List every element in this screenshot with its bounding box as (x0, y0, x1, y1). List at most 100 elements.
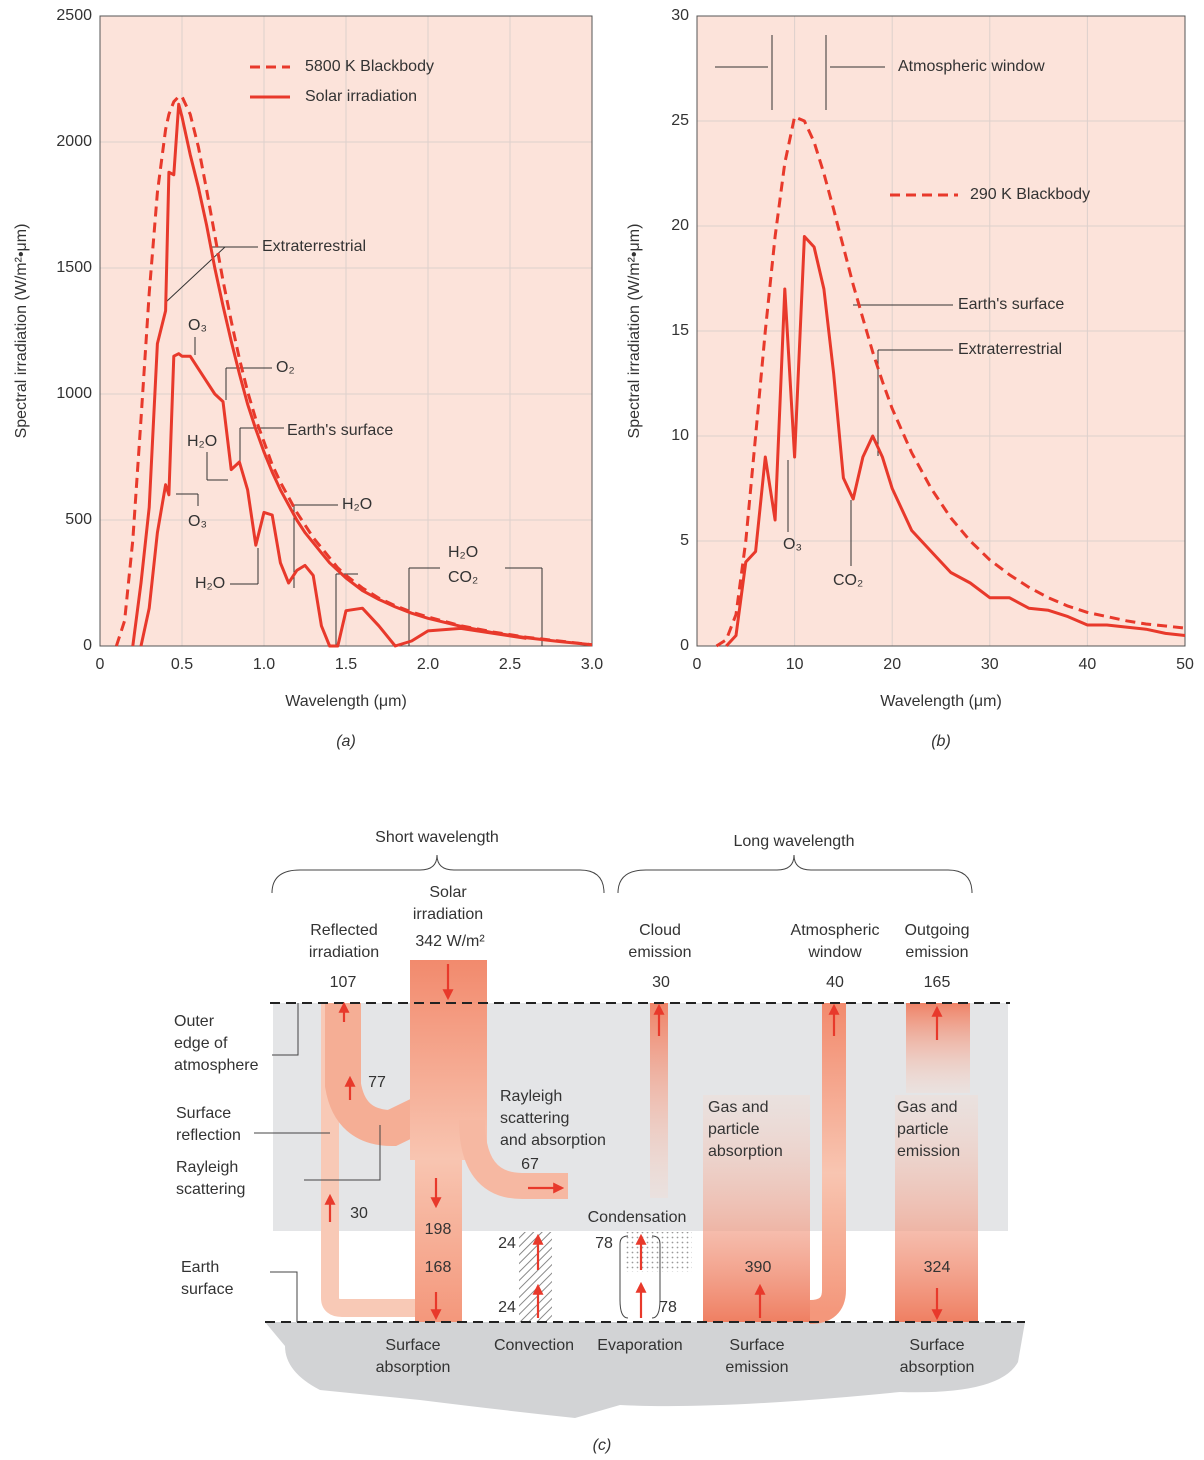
label: Evaporation (597, 1337, 682, 1354)
label: absorption (900, 1359, 975, 1376)
label: Surface (909, 1337, 964, 1354)
x-axis-label: Wavelength (μm) (285, 693, 407, 710)
flow (325, 1003, 433, 1147)
y-tick-label: 2500 (56, 7, 92, 24)
flow (459, 1119, 568, 1199)
flux: 78 (595, 1235, 613, 1252)
label: window (807, 944, 862, 961)
label: and absorption (500, 1132, 606, 1149)
label: Earth (181, 1259, 219, 1276)
label: scattering (500, 1110, 569, 1127)
x-tick-label: 40 (1079, 656, 1097, 673)
series-line (139, 352, 527, 648)
label: emission (905, 944, 968, 961)
label: absorption (708, 1143, 783, 1160)
x-tick-label: 1.5 (335, 656, 357, 673)
y-tick-label: 0 (680, 637, 689, 654)
annotation: O₃ (188, 317, 207, 334)
annotation: Extraterrestrial (262, 238, 366, 255)
label: Solar (429, 884, 467, 901)
x-tick-label: 1.0 (253, 656, 275, 673)
x-tick-label: 0.5 (171, 656, 193, 673)
legend-label: Solar irradiation (305, 88, 417, 105)
x-tick-label: 50 (1176, 656, 1194, 673)
ground (265, 1322, 1025, 1418)
x-tick-label: 10 (786, 656, 804, 673)
annotation: O₃ (783, 536, 802, 553)
flux: 78 (659, 1299, 677, 1316)
group-label: Long wavelength (734, 833, 855, 850)
arrows (324, 964, 943, 1321)
label: particle (708, 1121, 760, 1138)
label: emission (628, 944, 691, 961)
label: Cloud (639, 922, 681, 939)
y-tick-label: 2000 (56, 133, 92, 150)
series-line (715, 115, 1186, 648)
label: Rayleigh (500, 1088, 562, 1105)
label: Outer (174, 1013, 215, 1030)
label: Surface (385, 1337, 440, 1354)
flux: 24 (498, 1299, 516, 1316)
flux: 324 (924, 1259, 951, 1276)
annotation: H₂O (342, 496, 372, 513)
flux: 67 (521, 1156, 539, 1173)
y-tick-label: 30 (671, 7, 689, 24)
flux: 24 (498, 1235, 516, 1252)
annotation: H₂O (448, 544, 478, 561)
label: particle (897, 1121, 949, 1138)
label: edge of (174, 1035, 228, 1052)
flux: 30 (652, 974, 670, 991)
annotation: O₂ (276, 359, 295, 376)
flux: 168 (425, 1259, 452, 1276)
label: atmosphere (174, 1057, 259, 1074)
x-tick-label: 0 (693, 656, 702, 673)
label: irradiation (413, 906, 483, 923)
label: irradiation (309, 944, 379, 961)
y-tick-label: 20 (671, 217, 689, 234)
flow (650, 1003, 668, 1198)
y-tick-label: 10 (671, 427, 689, 444)
diagram: Short wavelength Long wavelength Solar i… (174, 829, 1025, 1454)
label: Rayleigh (176, 1159, 238, 1176)
x-axis-label: Wavelength (μm) (880, 693, 1002, 710)
x-tick-label: 30 (981, 656, 999, 673)
annotation: CO₂ (448, 569, 478, 586)
label: emission (897, 1143, 960, 1160)
y-tick-label: 15 (671, 322, 689, 339)
y-tick-label: 5 (680, 532, 689, 549)
annotation: H₂O (195, 575, 225, 592)
x-tick-label: 20 (883, 656, 901, 673)
panel-label: (c) (593, 1437, 612, 1454)
series-line (131, 102, 593, 647)
x-tick-label: 2.0 (417, 656, 439, 673)
flux: 198 (425, 1221, 452, 1238)
label: Gas and (897, 1099, 957, 1116)
y-tick-label: 500 (65, 511, 92, 528)
annotation: CO₂ (833, 572, 863, 589)
flow (410, 960, 487, 1322)
label: Outgoing (905, 922, 970, 939)
bracket (619, 1235, 661, 1319)
x-tick-label: 0 (96, 656, 105, 673)
annotation: Extraterrestrial (958, 341, 1062, 358)
panel-label: (b) (931, 733, 951, 750)
plot-frame (99, 15, 593, 647)
annotation: Earth's surface (958, 296, 1064, 313)
legend-label: 5800 K Blackbody (305, 58, 434, 75)
label: Surface (729, 1337, 784, 1354)
flux: 165 (924, 974, 951, 991)
brace (271, 854, 605, 894)
label: Convection (494, 1337, 574, 1354)
flux: 40 (826, 974, 844, 991)
flux: 390 (745, 1259, 772, 1276)
label: emission (725, 1359, 788, 1376)
label: reflection (176, 1127, 241, 1144)
plot-frame (696, 15, 1186, 647)
x-tick-label: 2.5 (499, 656, 521, 673)
convection (519, 1232, 552, 1322)
label: absorption (376, 1359, 451, 1376)
y-tick-label: 0 (83, 637, 92, 654)
leader-line (254, 1003, 381, 1322)
label: Condensation (588, 1209, 687, 1226)
y-tick-label: 1500 (56, 259, 92, 276)
